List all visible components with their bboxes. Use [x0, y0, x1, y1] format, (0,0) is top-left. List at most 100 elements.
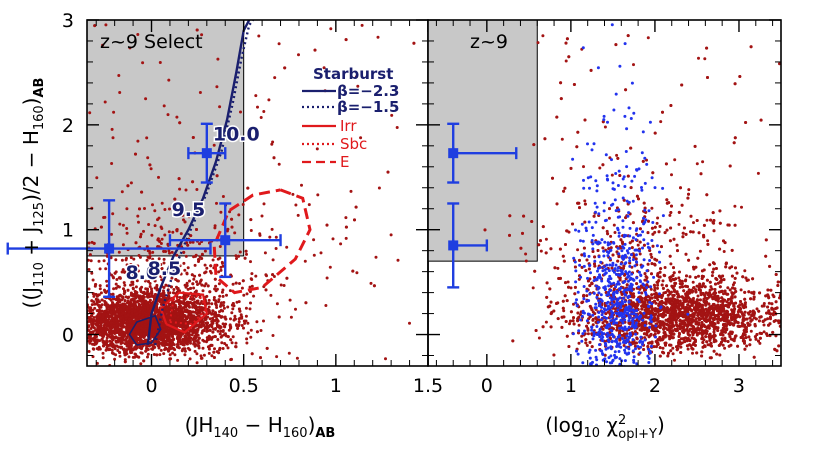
- galaxy-point: [214, 302, 218, 306]
- galaxy-point: [246, 321, 250, 325]
- galaxy-point: [377, 186, 381, 190]
- galaxy-point: [147, 300, 151, 304]
- galaxy-point: [171, 351, 175, 355]
- galaxy-point: [178, 319, 182, 323]
- galaxy-point: [93, 306, 97, 310]
- galaxy-point: [89, 259, 93, 263]
- galaxy-point: [139, 232, 143, 236]
- candidate-marker: [201, 148, 212, 159]
- galaxy-point: [195, 352, 199, 356]
- galaxy-point: [159, 336, 162, 340]
- galaxy-point: [49, 305, 52, 308]
- x-tick-label: 0: [145, 375, 157, 397]
- galaxy-point: [164, 346, 168, 350]
- galaxy-point: [126, 184, 130, 188]
- galaxy-point: [146, 307, 150, 311]
- galaxy-point: [61, 315, 64, 318]
- galaxy-point: [79, 336, 82, 339]
- galaxy-point: [80, 314, 83, 317]
- galaxy-point: [148, 249, 151, 253]
- galaxy-point: [240, 286, 244, 290]
- galaxy-point: [233, 317, 237, 321]
- galaxy-point: [145, 245, 149, 249]
- galaxy-point: [154, 293, 157, 296]
- galaxy-point: [77, 336, 80, 339]
- galaxy-point: [76, 316, 79, 319]
- galaxy-point: [95, 340, 99, 344]
- galaxy-point: [95, 309, 99, 313]
- galaxy-point: [141, 339, 145, 343]
- galaxy-point: [79, 345, 82, 348]
- galaxy-point: [129, 256, 133, 260]
- galaxy-point: [233, 314, 237, 318]
- galaxy-point: [125, 309, 129, 313]
- galaxy-point: [783, 329, 786, 332]
- galaxy-point: [80, 320, 83, 323]
- galaxy-point: [186, 266, 190, 270]
- galaxy-point: [103, 309, 107, 313]
- galaxy-point: [215, 174, 219, 178]
- galaxy-point: [181, 213, 185, 217]
- galaxy-point: [82, 326, 85, 329]
- galaxy-point: [83, 324, 86, 327]
- galaxy-point: [134, 347, 138, 351]
- galaxy-point: [122, 287, 125, 291]
- galaxy-point: [279, 283, 283, 287]
- galaxy-point: [222, 304, 225, 307]
- galaxy-point: [212, 350, 216, 354]
- galaxy-point: [243, 321, 247, 325]
- galaxy-point: [213, 277, 217, 281]
- galaxy-point: [255, 320, 259, 324]
- galaxy-point: [803, 317, 806, 320]
- galaxy-point: [153, 224, 157, 228]
- galaxy-point: [195, 312, 199, 316]
- galaxy-point: [112, 324, 116, 328]
- galaxy-point: [176, 340, 180, 344]
- galaxy-point: [121, 268, 125, 272]
- galaxy-point: [69, 281, 72, 284]
- galaxy-point: [104, 328, 108, 332]
- galaxy-point: [249, 277, 253, 281]
- galaxy-point: [79, 323, 82, 326]
- galaxy-point: [213, 224, 217, 228]
- galaxy-point: [239, 313, 243, 317]
- galaxy-point: [159, 225, 163, 229]
- galaxy-point: [88, 316, 92, 320]
- galaxy-point: [162, 289, 165, 293]
- galaxy-point: [191, 240, 195, 244]
- galaxy-point: [791, 318, 794, 321]
- galaxy-point: [328, 265, 332, 269]
- galaxy-point: [101, 43, 105, 47]
- galaxy-point: [119, 316, 123, 320]
- galaxy-point: [123, 270, 126, 274]
- galaxy-point: [53, 318, 56, 321]
- galaxy-point: [52, 337, 55, 340]
- galaxy-point: [87, 339, 91, 343]
- galaxy-point: [197, 309, 200, 313]
- galaxy-point: [186, 287, 190, 291]
- selection-box-label: z~9 Select: [100, 31, 203, 53]
- galaxy-point: [60, 310, 63, 313]
- galaxy-point: [144, 349, 148, 353]
- galaxy-point: [223, 325, 227, 329]
- galaxy-point: [249, 229, 253, 232]
- galaxy-point: [109, 342, 113, 346]
- galaxy-point: [146, 268, 149, 271]
- galaxy-point: [61, 314, 64, 317]
- galaxy-point: [140, 321, 144, 325]
- galaxy-point: [221, 195, 225, 198]
- galaxy-point: [351, 269, 355, 273]
- galaxy-point: [300, 183, 303, 187]
- galaxy-point: [235, 323, 239, 327]
- galaxy-point: [178, 121, 182, 125]
- galaxy-point: [140, 190, 144, 194]
- galaxy-point: [121, 306, 125, 310]
- galaxy-point: [120, 298, 124, 302]
- galaxy-point: [167, 249, 171, 253]
- galaxy-point: [133, 309, 137, 313]
- galaxy-point: [811, 316, 814, 319]
- galaxy-point: [148, 163, 152, 167]
- galaxy-point: [170, 266, 174, 270]
- galaxy-point: [83, 325, 86, 328]
